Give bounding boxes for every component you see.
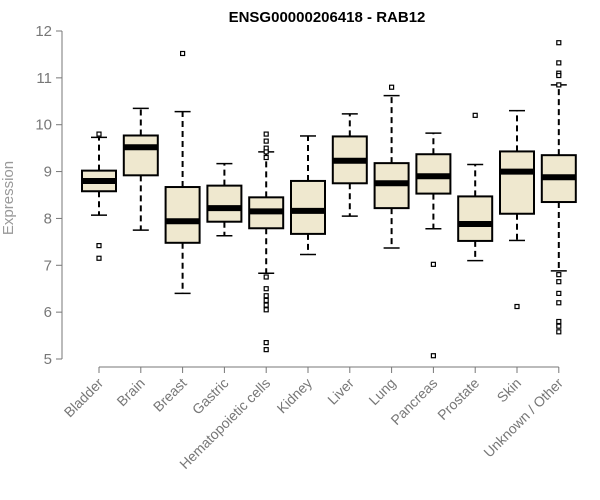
outlier-point <box>472 112 478 118</box>
outlier-point <box>430 353 436 359</box>
outlier-point <box>263 154 269 161</box>
x-tick-label: Liver <box>324 375 357 408</box>
x-tick-label: Unknown / Other <box>480 375 566 461</box>
outlier-point <box>556 60 562 66</box>
outlier-point <box>180 50 186 57</box>
boxes <box>81 40 577 359</box>
outlier-point <box>556 300 562 306</box>
outlier-point <box>263 131 269 137</box>
outlier-point <box>556 82 562 88</box>
box <box>206 184 243 223</box>
outlier-point <box>96 255 102 261</box>
outlier-point <box>263 149 269 155</box>
box-group <box>457 112 494 262</box>
outlier-point <box>263 274 269 280</box>
x-tick-label: Bladder <box>61 375 107 421</box>
box <box>499 150 535 215</box>
box-group <box>415 132 452 359</box>
box-group <box>206 162 243 237</box>
outlier-point <box>263 340 269 346</box>
outlier-point <box>556 329 562 335</box>
box-group <box>122 107 159 231</box>
outlier-point <box>556 72 562 79</box>
outlier-point <box>556 40 562 46</box>
outlier-point <box>263 286 269 292</box>
y-tick-label: 11 <box>36 70 52 87</box>
box-group <box>290 135 326 256</box>
y-tick-label: 7 <box>44 257 52 274</box>
y-tick-label: 8 <box>44 210 52 227</box>
outlier-point <box>556 279 562 285</box>
outlier-point <box>96 243 102 249</box>
outlier-point <box>389 84 395 90</box>
x-tick-label: Brain <box>113 375 147 409</box>
x-tick-label: Lung <box>365 375 398 408</box>
outlier-point <box>263 138 269 144</box>
x-tick-label: Prostate <box>434 375 482 423</box>
x-tick-label: Kidney <box>274 375 316 417</box>
outlier-point <box>556 290 562 296</box>
outlier-point <box>556 323 562 329</box>
outlier-point <box>263 297 269 304</box>
outlier-point <box>263 302 269 308</box>
y-axis: 5 6 7 8 9 10 11 12 <box>35 23 63 368</box>
box-group <box>164 50 201 295</box>
y-tick-label: 10 <box>35 117 52 134</box>
y-tick-label: 6 <box>44 304 52 321</box>
box-group <box>540 40 577 335</box>
box-group <box>499 109 535 310</box>
y-tick-label: 5 <box>44 351 52 368</box>
outlier-point <box>430 261 436 267</box>
y-axis-label: Expression <box>0 161 17 235</box>
chart-title: ENSG00000206418 - RAB12 <box>229 9 426 26</box>
y-tick-label: 9 <box>44 164 52 181</box>
outlier-point <box>556 318 562 325</box>
box <box>290 179 326 235</box>
outlier-point <box>263 307 269 313</box>
outlier-point <box>263 293 269 299</box>
box-group <box>81 131 117 261</box>
outlier-point <box>263 347 269 353</box>
box-group <box>331 113 368 217</box>
outlier-point <box>556 272 562 278</box>
box-group <box>248 131 285 353</box>
box <box>164 186 201 244</box>
box-group <box>373 84 410 249</box>
y-tick-label: 12 <box>35 23 52 40</box>
box <box>457 195 494 242</box>
box <box>122 134 159 177</box>
outlier-point <box>514 303 520 310</box>
x-tick-label: Skin <box>494 375 525 406</box>
x-tick-label: Breast <box>150 375 190 415</box>
outlier-point <box>96 131 102 137</box>
